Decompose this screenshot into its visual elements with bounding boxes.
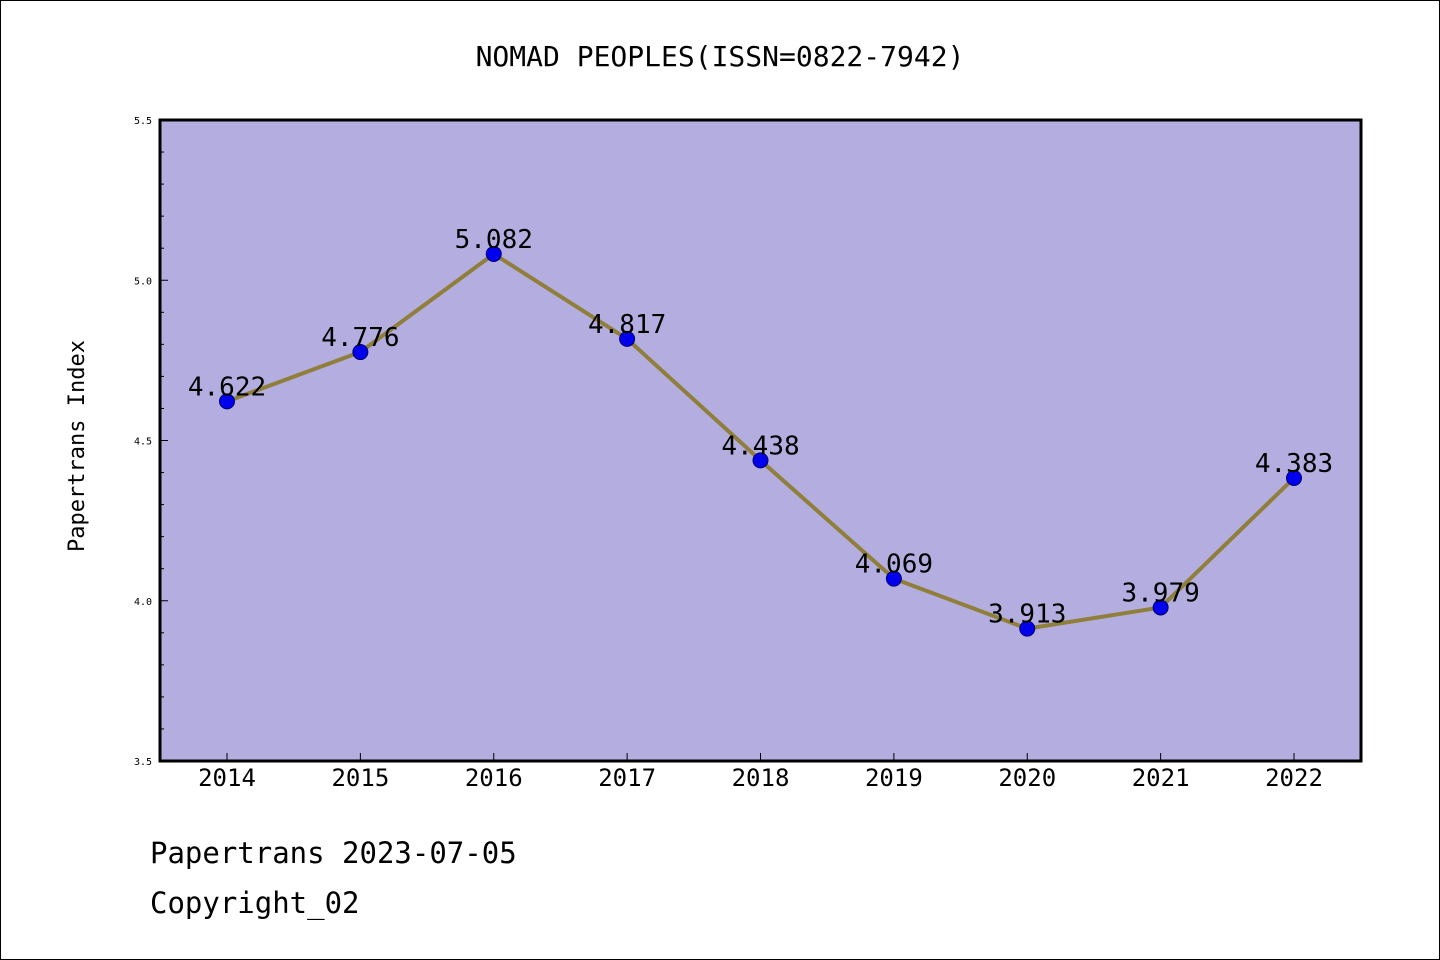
x-tick-label: 2019 xyxy=(865,764,923,792)
footer-date: Papertrans 2023-07-05 xyxy=(150,836,517,870)
y-tick-label: 3.5 xyxy=(134,757,152,768)
data-markers xyxy=(219,245,1302,637)
data-labels: 4.622 4.776 5.082 4.817 4.438 4.069 3.913 3.979… xyxy=(188,225,1333,630)
data-label: 3.913 xyxy=(988,600,1066,630)
data-point xyxy=(485,245,502,262)
y-tick-label: 4.0 xyxy=(134,597,152,608)
x-tick-label: 2022 xyxy=(1265,764,1323,792)
data-point xyxy=(219,393,235,410)
data-point xyxy=(752,452,769,469)
x-tick-label: 2017 xyxy=(598,764,656,792)
data-point xyxy=(1286,469,1302,486)
data-point xyxy=(352,344,369,361)
y-tick-label: 5.0 xyxy=(134,276,152,287)
data-label: 4.383 xyxy=(1255,449,1333,479)
y-tick-label: 5.5 xyxy=(134,116,152,127)
data-point xyxy=(619,330,636,347)
x-tick-label: 2018 xyxy=(732,764,790,792)
x-tick-label: 2016 xyxy=(465,764,523,792)
x-tick-label: 2015 xyxy=(331,764,389,792)
x-axis: 2014 2015 2016 2017 2018 2019 2020 2021 2022 xyxy=(198,753,1323,792)
data-label: 4.622 xyxy=(188,372,266,402)
y-tick-label: 4.5 xyxy=(134,437,152,448)
chart-title: NOMAD PEOPLES(ISSN=0822-7942) xyxy=(476,40,965,73)
data-point xyxy=(1019,620,1036,637)
data-point xyxy=(885,570,902,587)
x-tick-label: 2014 xyxy=(198,764,256,792)
y-axis-label: Papertrans Index xyxy=(65,340,90,552)
data-label: 4.069 xyxy=(855,550,933,580)
x-tick-label: 2020 xyxy=(998,764,1056,792)
data-label: 3.979 xyxy=(1121,578,1199,608)
plot-area xyxy=(160,120,1361,761)
plot-border xyxy=(158,118,1363,763)
footer-copyright: Copyright_02 xyxy=(150,886,360,920)
data-label: 4.776 xyxy=(321,323,399,353)
data-label: 5.082 xyxy=(455,225,533,255)
x-tick-label: 2021 xyxy=(1132,764,1190,792)
data-point xyxy=(1152,599,1169,616)
data-label: 4.438 xyxy=(721,431,799,461)
data-label: 4.817 xyxy=(588,310,666,340)
